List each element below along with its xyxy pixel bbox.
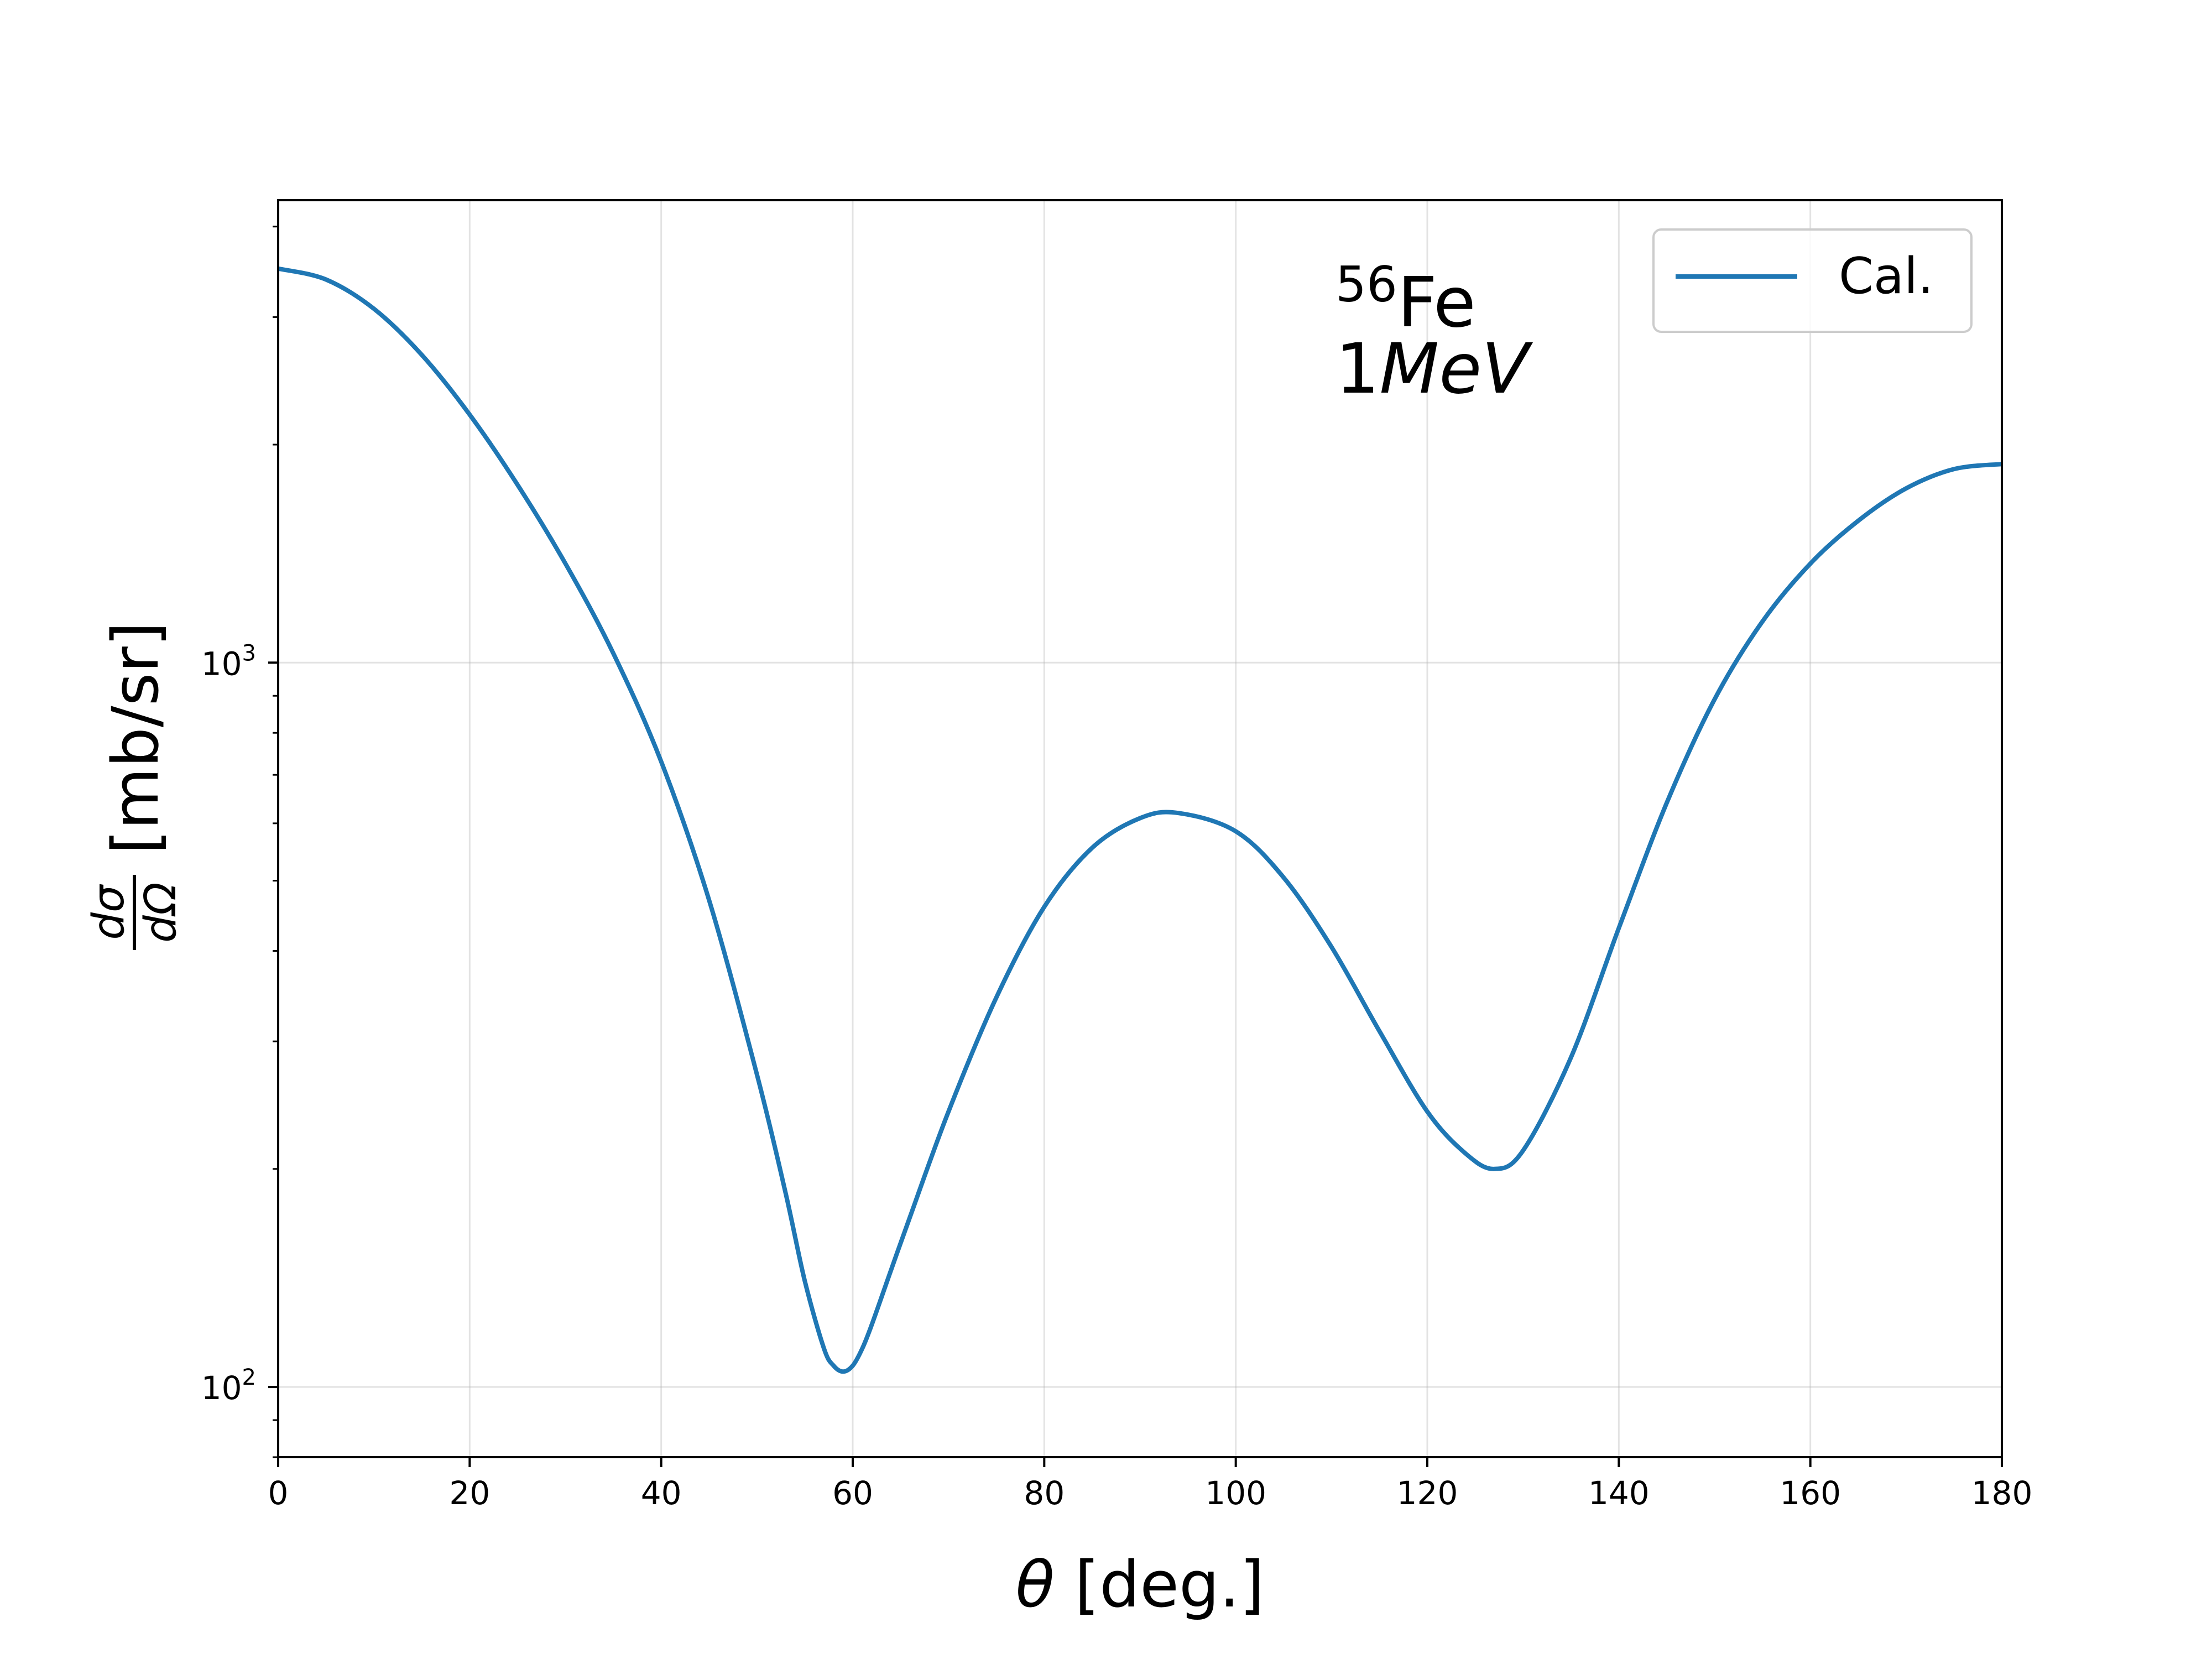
y-tick-label-exponent: 2 bbox=[242, 1365, 256, 1390]
x-tick-label: 20 bbox=[449, 1474, 490, 1512]
legend-entry-cal: Cal. bbox=[1839, 247, 1934, 305]
y-axis-label-denominator: dΩ bbox=[136, 882, 186, 942]
plot-frame bbox=[277, 199, 2003, 1458]
y-tick-label: 102 bbox=[201, 1365, 256, 1407]
plot-annotation: 56Fe 1MeV bbox=[1335, 256, 1533, 409]
annotation-isotope: 56Fe bbox=[1335, 256, 1476, 343]
x-ticks: 0 20 40 60 80 100 120 140 160 180 bbox=[268, 1457, 2033, 1512]
legend: Cal. bbox=[1652, 228, 1973, 333]
annotation-energy-value: 1 bbox=[1335, 329, 1380, 409]
x-tick-label: 120 bbox=[1397, 1474, 1458, 1512]
y-axis-label-unit: [mb/sr] bbox=[99, 622, 173, 854]
annotation-element: Fe bbox=[1397, 263, 1476, 343]
x-tick-label: 180 bbox=[1971, 1474, 2033, 1512]
x-axis-label-text: [deg.] bbox=[1055, 1548, 1265, 1622]
x-tick-label: 0 bbox=[268, 1474, 289, 1512]
y-tick-label-base: 10 bbox=[201, 1369, 242, 1407]
y-tick-label-base: 10 bbox=[201, 645, 242, 682]
x-tick-label: 80 bbox=[1024, 1474, 1065, 1512]
annotation-energy: 1MeV bbox=[1335, 329, 1533, 409]
x-axis-label-symbol: θ bbox=[1016, 1548, 1055, 1622]
x-tick-label: 160 bbox=[1780, 1474, 1841, 1512]
annotation-energy-unit: MeV bbox=[1380, 329, 1533, 409]
x-tick-label: 40 bbox=[641, 1474, 682, 1512]
legend-box bbox=[1652, 228, 1973, 333]
x-axis-label: θ [deg.] bbox=[1016, 1548, 1265, 1622]
y-tick-label-exponent: 3 bbox=[242, 640, 256, 666]
y-axis-label: dσ dΩ [mb/sr] bbox=[84, 622, 186, 950]
series-layer bbox=[278, 266, 2002, 1374]
series-line-cal bbox=[278, 266, 2002, 1374]
annotation-mass-number: 56 bbox=[1335, 256, 1397, 313]
x-tick-label: 140 bbox=[1588, 1474, 1650, 1512]
y-axis-label-numerator: dσ bbox=[84, 884, 134, 940]
x-tick-label: 60 bbox=[832, 1474, 873, 1512]
x-tick-label: 100 bbox=[1205, 1474, 1266, 1512]
grid-lines bbox=[277, 200, 2003, 1457]
y-tick-label: 103 bbox=[201, 640, 256, 682]
